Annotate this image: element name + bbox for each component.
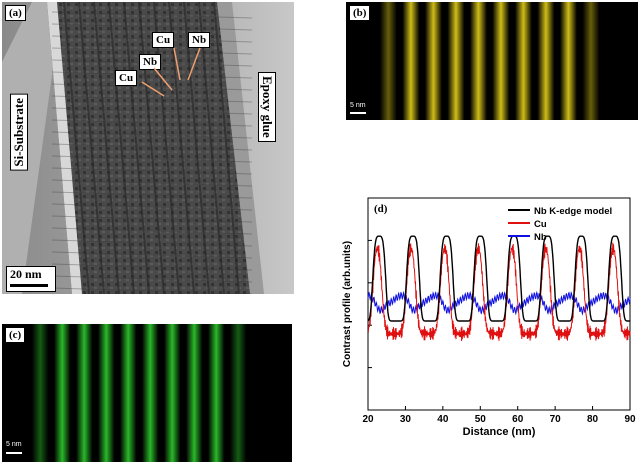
scalebar-b-label: 5 nm [350, 102, 366, 109]
grain-line [51, 275, 253, 283]
grain-line [51, 251, 253, 259]
edx-stripe [230, 324, 247, 462]
x-tick-label: 40 [437, 414, 449, 425]
edx-stripe [208, 324, 225, 462]
scalebar-a-label: 20 nm [10, 267, 42, 281]
panel-d-label: (d) [374, 203, 388, 215]
edx-stripe [447, 2, 465, 120]
panel-a-label: (a) [5, 5, 26, 21]
grain-line [51, 107, 253, 115]
layer-stripe [63, 2, 90, 294]
edx-stripe [425, 2, 442, 120]
x-axis-label: Distance (nm) [463, 426, 536, 438]
series-nb-kedge-model-line [367, 235, 630, 322]
legend-nb-label: Nb [534, 232, 547, 243]
grain-line [51, 263, 253, 271]
edx-map-nb [380, 2, 600, 120]
layer-stripe [138, 2, 165, 294]
x-tick-label: 70 [550, 414, 562, 425]
grain-line [51, 119, 253, 127]
edx-stripe [54, 324, 71, 462]
annotation-arrows [141, 47, 201, 97]
layer-stripe [183, 2, 210, 294]
edx-stripe [120, 324, 137, 462]
contrast-profile-chart: (d) 20 30 40 50 60 70 80 90 Nb K-edge model Cu Nb… [342, 197, 636, 438]
edx-stripe [402, 2, 420, 120]
x-tick-label: 30 [400, 414, 412, 425]
legend-nb-kedge-model-label: Nb K-edge model [534, 206, 612, 217]
glue-label: Epoxy glue [258, 72, 276, 142]
edx-stripe [470, 2, 487, 120]
grain-line [51, 71, 253, 79]
edx-stripe [515, 2, 532, 120]
grain-line [51, 227, 253, 235]
series-cu-line [367, 242, 631, 342]
y-axis-label: Contrast profile (arb.units) [342, 241, 353, 367]
grain-line [51, 83, 253, 91]
edx-map-cu [32, 324, 247, 462]
x-tick-label: 60 [512, 414, 524, 425]
grain-line [51, 191, 253, 199]
panel-b-label: (b) [349, 5, 371, 21]
grain-line [51, 11, 253, 19]
edx-stripe [380, 2, 397, 120]
edx-stripe [76, 324, 93, 462]
panel-c-label: (c) [5, 327, 26, 343]
edx-stripe [98, 324, 115, 462]
grain-line [51, 143, 253, 151]
edx-stripe [164, 324, 181, 462]
grain-line [51, 203, 253, 211]
x-tick-label: 80 [587, 414, 599, 425]
layer-stripe [123, 2, 150, 294]
grain-line [51, 131, 253, 139]
tem-image [2, 2, 294, 294]
grain-line [51, 155, 253, 163]
edx-stripe [32, 324, 49, 462]
x-tick-label: 50 [475, 414, 487, 425]
scalebar-a-box [6, 266, 56, 292]
layer-stripe [168, 2, 195, 294]
series-nb-line [367, 290, 631, 316]
edx-stripe [582, 2, 600, 120]
grain-line [51, 215, 253, 223]
layer-stripe [153, 2, 180, 294]
grain-line [51, 47, 253, 55]
annotation-nb-1: Nb [188, 32, 211, 48]
panel-a: (a) Si-Substrate Epoxy glue Cu Nb Nb Cu … [2, 2, 294, 294]
grain-line [51, 23, 253, 31]
layer-stripe [78, 2, 105, 294]
grain-line [51, 287, 253, 294]
grain-line [51, 167, 253, 175]
x-tick-label: 90 [624, 414, 636, 425]
grain-line [51, 179, 253, 187]
layer-stripe [93, 2, 120, 294]
layer-stripe [108, 2, 135, 294]
annotation-nb-2: Nb [139, 54, 162, 70]
layer-stripe [213, 2, 240, 294]
x-tick-label: 20 [362, 414, 374, 425]
edx-stripe [142, 324, 159, 462]
annotation-cu-1: Cu [152, 32, 175, 48]
annotation-cu-2: Cu [115, 70, 138, 86]
layer-stripe [198, 2, 225, 294]
scalebar-b-line [350, 112, 366, 114]
edx-stripe [186, 324, 203, 462]
scalebar-c-label: 5 nm [6, 441, 22, 448]
edx-stripe [492, 2, 510, 120]
grain-line [51, 239, 253, 247]
legend-cu-label: Cu [534, 219, 547, 230]
panel-c: (c) 5 nm [2, 324, 292, 462]
scalebar-a-line [10, 284, 48, 287]
scalebar-c-line [6, 452, 22, 454]
grain-line [51, 95, 253, 103]
edx-stripe [537, 2, 555, 120]
edx-stripe [560, 2, 577, 120]
panel-b: (b) 5 nm [346, 2, 638, 120]
